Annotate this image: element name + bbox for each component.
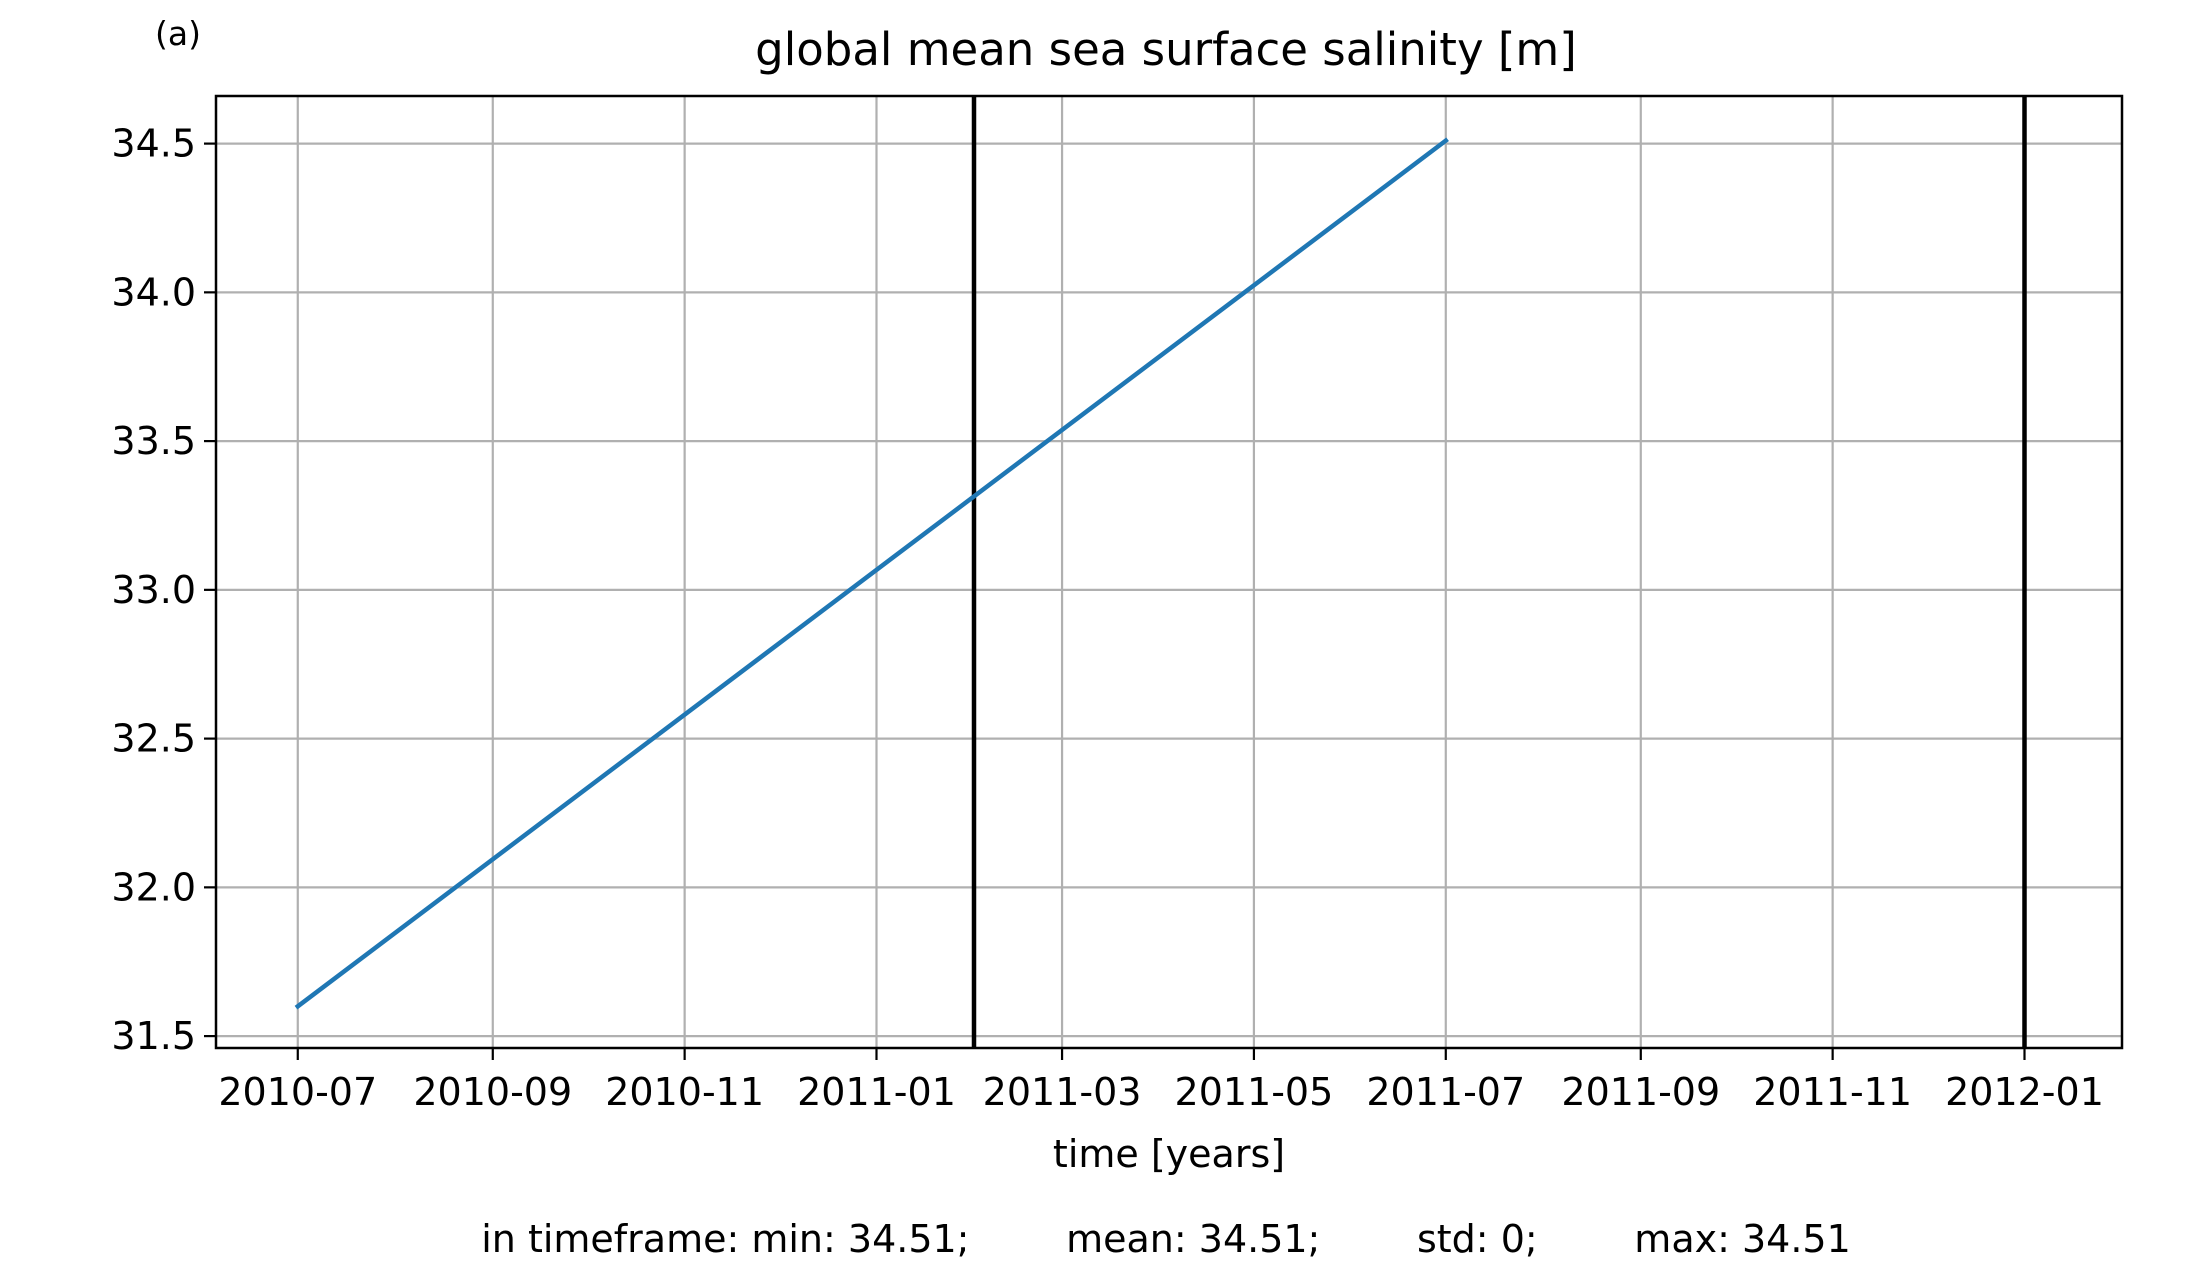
x-axis-ticks: 2010-07 2010-09 2010-11 2011-01 2011-03 2011-…: [218, 1048, 2104, 1114]
x-tick-label: 2011-09: [1561, 1070, 1720, 1114]
x-tick-label: 2010-09: [413, 1070, 572, 1114]
x-tick-label: 2012-01: [1945, 1070, 2104, 1114]
chart-title: global mean sea surface salinity [m]: [755, 23, 1577, 76]
y-tick-label: 32.0: [111, 865, 196, 909]
x-tick-label: 2011-03: [983, 1070, 1142, 1114]
y-tick-label: 33.0: [111, 568, 196, 612]
x-tick-label: 2010-11: [605, 1070, 764, 1114]
y-tick-label: 34.5: [111, 122, 196, 166]
vertical-marker-lines: [971, 96, 2027, 1048]
x-tick-label: 2011-07: [1366, 1070, 1525, 1114]
x-tick-label: 2010-07: [218, 1070, 377, 1114]
y-tick-label: 34.0: [111, 270, 196, 314]
x-tick-label: 2011-01: [797, 1070, 956, 1114]
plot-area-frame: [214, 94, 2124, 1050]
series-layer: [294, 137, 1449, 1010]
y-tick-label: 31.5: [111, 1014, 196, 1058]
y-tick-label: 32.5: [111, 717, 196, 761]
grid-lines: [216, 96, 2122, 1048]
y-axis-ticks: 31.5 32.0 32.5 33.0 33.5 34.0 34.5: [111, 122, 216, 1058]
x-axis-label: time [years]: [1053, 1132, 1285, 1176]
x-tick-label: 2011-11: [1753, 1070, 1912, 1114]
y-tick-label: 33.5: [111, 419, 196, 463]
series-line: [294, 137, 1449, 1010]
x-tick-label: 2011-05: [1175, 1070, 1334, 1114]
timeframe-stats: in timeframe: min: 34.51; mean: 34.51; s…: [481, 1217, 1851, 1261]
panel-label: (a): [155, 14, 201, 53]
